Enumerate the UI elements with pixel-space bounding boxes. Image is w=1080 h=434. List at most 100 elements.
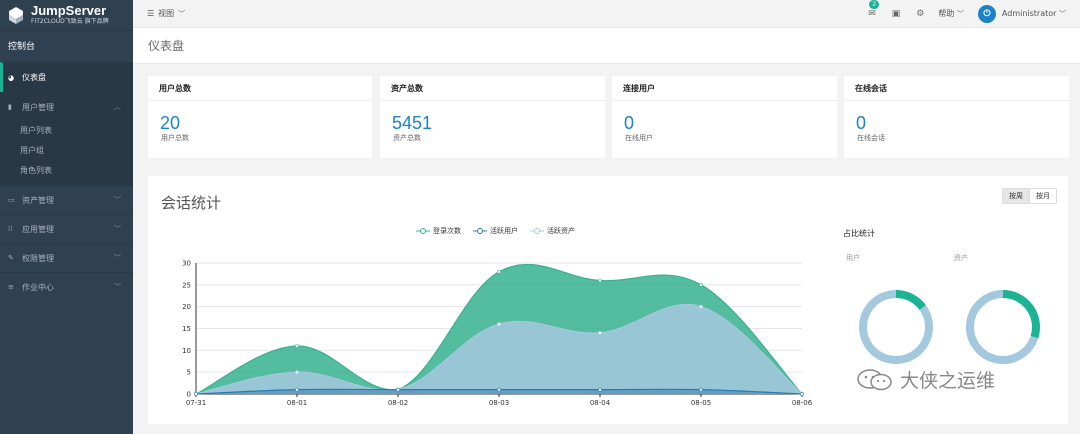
console-label[interactable]: 控制台 xyxy=(0,30,133,62)
avatar[interactable]: ⏻ xyxy=(977,4,996,23)
card-title: 用户总数 xyxy=(148,76,372,101)
sidebar-item-assets[interactable]: ▭ 资产管理 ﹀ xyxy=(0,185,133,214)
y-tick-label: 10 xyxy=(182,347,191,355)
series-active-users-area xyxy=(196,389,802,394)
gear-icon[interactable]: ⚙ xyxy=(916,8,925,19)
donut-assets-slice-1[interactable] xyxy=(966,290,1039,364)
jumpserver-logo-icon xyxy=(6,5,26,25)
card-value[interactable]: 0 xyxy=(624,113,635,133)
x-tick-label: 08-03 xyxy=(489,399,509,407)
stat-card-online-sessions: 在线会话 0 在线会话 xyxy=(844,76,1069,158)
chevron-up-icon: ︿ xyxy=(114,103,121,111)
legend-item-active-assets[interactable]: 活跃资产 xyxy=(530,226,575,236)
legend-item-active-users[interactable]: 活跃用户 xyxy=(473,226,518,236)
sidebar-item-jobs[interactable]: ≡ 作业中心 ﹀ xyxy=(0,272,133,301)
series-active-assets-area xyxy=(196,304,802,394)
card-value[interactable]: 5451 xyxy=(392,113,433,133)
donut-users-slice-1[interactable] xyxy=(859,290,933,364)
mail-badge: 2 xyxy=(869,0,880,9)
ratio-title: 占比统计 xyxy=(843,229,875,238)
chevron-down-icon: ﹀ xyxy=(1059,9,1066,18)
card-value[interactable]: 0 xyxy=(856,113,867,133)
chevron-down-icon: ﹀ xyxy=(178,9,186,18)
permission-icon: ✎ xyxy=(8,254,14,262)
x-tick-label: 08-05 xyxy=(691,399,711,407)
view-label: 视图 xyxy=(158,9,175,18)
menu-icon: ☰ xyxy=(147,9,155,18)
sidebar-item-label: 用户管理 xyxy=(22,102,54,112)
month-button[interactable]: 按月 xyxy=(1030,189,1056,203)
donut-label-users: 用户 xyxy=(846,254,860,262)
chevron-down-icon: ﹀ xyxy=(114,254,121,262)
session-area-chart[interactable]: 0 5 10 15 20 25 30 07-31 08-01 08-02 08-03 08-04 08-… xyxy=(148,176,828,424)
sidebar-item-users[interactable]: ▮ 用户管理 ︿ xyxy=(0,92,133,121)
data-point xyxy=(598,387,602,392)
data-point xyxy=(800,392,804,396)
help-label: 帮助 xyxy=(938,9,955,18)
x-tick-label: 08-04 xyxy=(590,399,611,407)
data-point xyxy=(396,387,400,392)
username-menu[interactable]: Administrator ﹀ xyxy=(1002,9,1066,19)
username: Administrator xyxy=(1001,8,1057,18)
view-toggle[interactable]: ☰ 视图 ﹀ xyxy=(147,8,185,19)
mail-icon[interactable]: ✉ 2 xyxy=(868,0,880,19)
apps-icon: ⁞⁞ xyxy=(8,225,13,233)
data-point xyxy=(598,330,602,335)
topbar: ☰ 视图 ﹀ ✉ 2 ▣ ⚙ 帮助 ﹀ ⏻ Administrator ﹀ xyxy=(133,0,1080,28)
y-tick-label: 15 xyxy=(182,325,191,333)
chart-legend: 登录次数 活跃用户 活跃资产 xyxy=(416,226,587,236)
legend-item-login[interactable]: 登录次数 xyxy=(416,226,461,236)
sidebar-item-label: 权限管理 xyxy=(22,253,54,263)
sidebar-subitem-user-group[interactable]: 用户组 xyxy=(20,146,44,155)
wechat-icon xyxy=(857,368,892,390)
stat-card-users: 用户总数 20 用户总数 xyxy=(148,76,372,158)
page-title: 仪表盘 xyxy=(133,28,1080,64)
help-menu[interactable]: 帮助 ﹀ xyxy=(938,8,964,19)
users-subnav: 用户列表 用户组 角色列表 xyxy=(0,121,133,185)
card-title: 资产总数 xyxy=(380,76,605,101)
sidebar-item-label: 应用管理 xyxy=(22,224,54,234)
legend-marker xyxy=(530,227,544,235)
logo[interactable]: JumpServer FIT2CLOUD飞致云 旗下品牌 xyxy=(0,0,133,30)
data-point xyxy=(497,387,501,392)
legend-marker xyxy=(416,227,430,235)
chevron-down-icon: ﹀ xyxy=(956,10,964,18)
asset-icon: ▭ xyxy=(8,196,15,204)
sidebar-item-dashboard[interactable]: ◕ 仪表盘 xyxy=(0,62,133,92)
week-button[interactable]: 按周 xyxy=(1003,189,1030,203)
session-stats-panel: 会话统计 按周 按月 登录次数 活跃用户 活跃资产 0 5 10 15 20 25 30 07… xyxy=(148,176,1068,424)
sidebar-item-apps[interactable]: ⁞⁞ 应用管理 ﹀ xyxy=(0,214,133,243)
x-tick-label: 08-02 xyxy=(388,399,408,407)
legend-marker xyxy=(473,227,487,235)
chevron-down-icon: ﹀ xyxy=(114,196,121,204)
x-tick-label: 07-31 xyxy=(186,399,206,407)
jobs-icon: ≡ xyxy=(8,283,14,291)
users-icon: ▮ xyxy=(8,103,12,111)
y-tick-label: 20 xyxy=(182,303,191,311)
card-title: 连接用户 xyxy=(612,76,837,101)
sidebar-item-permissions[interactable]: ✎ 权限管理 ﹀ xyxy=(0,243,133,272)
console-window-icon[interactable]: ▣ xyxy=(891,8,901,19)
sidebar-subitem-user-list[interactable]: 用户列表 xyxy=(20,126,52,135)
card-value[interactable]: 20 xyxy=(160,113,181,133)
donut-users-slice-0[interactable] xyxy=(895,290,926,311)
dashboard-icon: ◕ xyxy=(8,73,15,82)
donut-label-assets: 资产 xyxy=(954,254,968,262)
card-subtitle: 在线用户 xyxy=(625,134,653,142)
data-point xyxy=(699,282,703,287)
y-tick-label: 0 xyxy=(187,391,191,399)
card-subtitle: 用户总数 xyxy=(161,134,189,142)
x-tick-label: 08-01 xyxy=(287,399,307,407)
period-toggle: 按周 按月 xyxy=(1002,188,1057,204)
data-point xyxy=(497,269,501,274)
data-point xyxy=(699,304,703,309)
stat-card-online-users: 连接用户 0 在线用户 xyxy=(612,76,837,158)
y-tick-label: 30 xyxy=(182,260,191,268)
data-point xyxy=(295,387,299,392)
legend-label: 活跃用户 xyxy=(490,227,518,235)
card-subtitle: 资产总数 xyxy=(393,134,421,142)
donut-assets-slice-0[interactable] xyxy=(1002,290,1040,339)
data-point xyxy=(699,387,703,392)
sidebar-subitem-role-list[interactable]: 角色列表 xyxy=(20,166,52,175)
watermark: 大侠之运维 xyxy=(856,366,995,393)
